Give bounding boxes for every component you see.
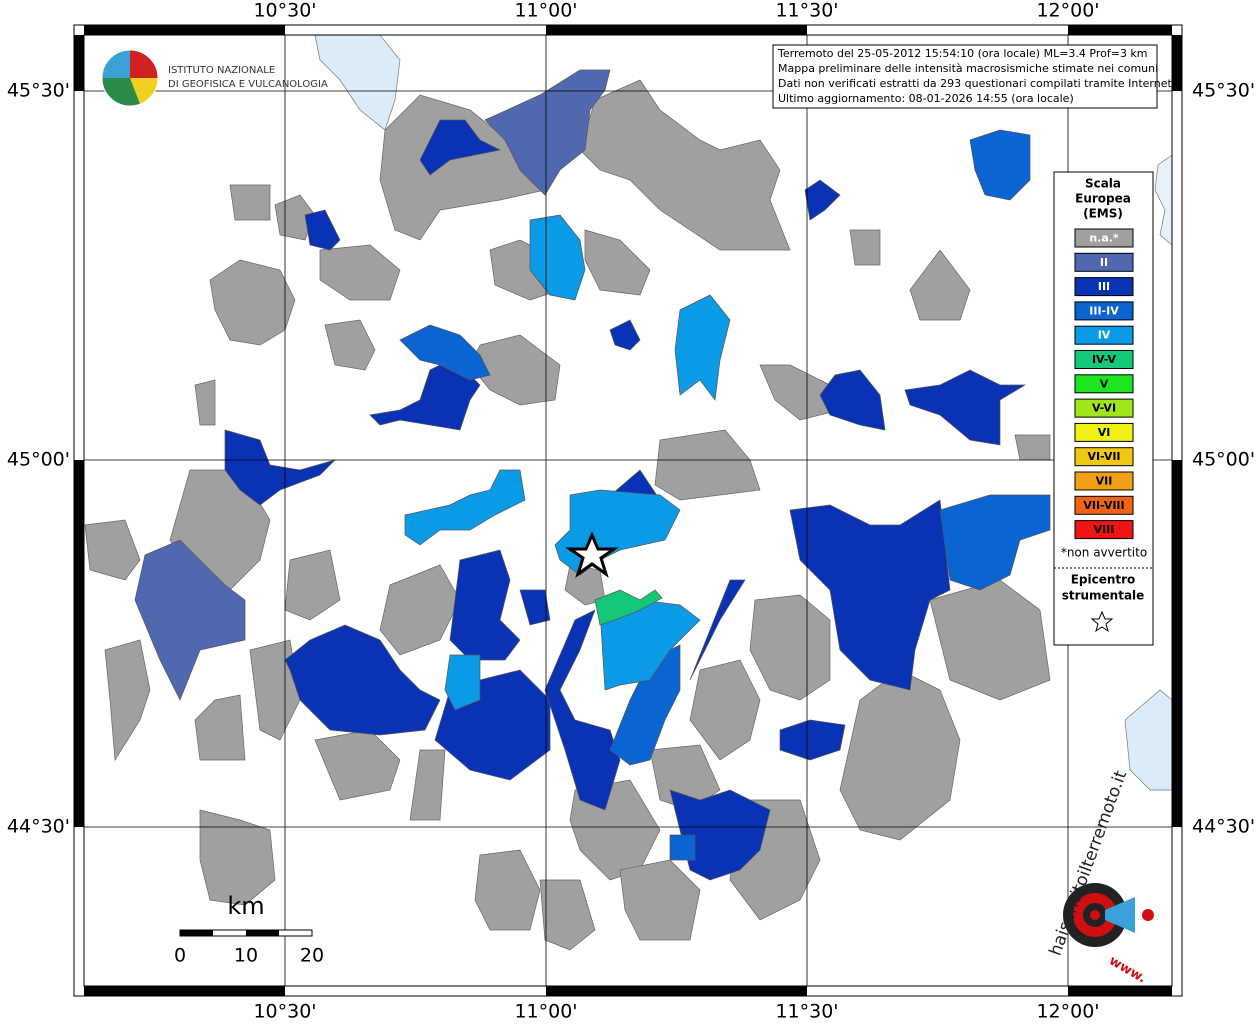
municipalities-na [84, 79, 1051, 951]
legend-label: IV [1098, 329, 1111, 342]
info-line: Ultimo aggiornamento: 08-01-2026 14:55 (… [778, 92, 1074, 105]
info-line: Dati non verificati estratti da 293 ques… [778, 77, 1175, 90]
legend-label: V [1100, 377, 1109, 390]
legend-note: *non avvertito [1061, 546, 1147, 560]
lat-label: 45°00' [1192, 449, 1255, 471]
municipalities-iv [404, 214, 731, 711]
legend-label: II [1100, 256, 1108, 269]
lon-label: 11°30' [775, 0, 838, 22]
municipalities-iii-iv [399, 129, 1051, 861]
legend-swatch [1074, 277, 1134, 297]
legend-epicenter: strumentale [1062, 589, 1145, 603]
institute-name: DI GEOFISICA E VULCANOLOGIA [168, 79, 328, 90]
scale-label: 20 [300, 945, 324, 967]
legend-label: IV-V [1092, 353, 1117, 366]
info-line: Mappa preliminare delle intensità macros… [778, 62, 1158, 75]
lon-label: 12°00' [1036, 1001, 1099, 1023]
legend-swatch [1074, 301, 1134, 321]
axis-labels: 10°30' 11°00' 11°30' 12°00' 10°30' 11°00… [7, 0, 1255, 1023]
legend-title: Europea [1075, 192, 1131, 206]
legend-swatch [1074, 325, 1134, 345]
legend-swatch [1074, 471, 1134, 491]
legend-swatch [1074, 374, 1134, 394]
lat-label: 45°30' [7, 80, 70, 102]
scale-unit: km [227, 892, 264, 920]
epicenter-star [565, 531, 619, 578]
lat-label: 44°30' [7, 816, 70, 838]
institute-name: ISTITUTO NAZIONALE [168, 65, 275, 76]
legend-title: Scala [1085, 177, 1121, 191]
legend-label: n.a.* [1089, 232, 1119, 245]
legend-epicenter: Epicentro [1071, 573, 1136, 587]
municipalities-ii [134, 69, 611, 701]
legend-label: VI-VII [1087, 450, 1120, 463]
legend-label: VII-VIII [1083, 499, 1124, 512]
lon-label: 11°30' [775, 1001, 838, 1023]
legend-swatch [1074, 447, 1134, 467]
lat-label: 45°00' [7, 449, 70, 471]
scale-label: 0 [174, 945, 186, 967]
legend-label: V-VI [1092, 402, 1116, 415]
info-box: Terremoto del 25-05-2012 15:54:10 (ora l… [772, 44, 1175, 109]
legend-swatch [1074, 252, 1134, 272]
legend: Scala Europea (EMS) *non avvertito Epice… [1053, 171, 1154, 646]
scale-label: 10 [234, 945, 258, 967]
legend-star [1090, 610, 1114, 633]
map-frame [73, 24, 1183, 997]
info-line: Terremoto del 25-05-2012 15:54:10 (ora l… [777, 47, 1148, 60]
ingv-logo: ISTITUTO NAZIONALE DI GEOFISICA E VULCAN… [101, 49, 328, 107]
legend-label: III-IV [1089, 304, 1119, 317]
lon-label: 10°30' [253, 1001, 316, 1023]
lon-label: 11°00' [514, 0, 577, 22]
lon-label: 12°00' [1036, 0, 1099, 22]
lat-label: 44°30' [1192, 816, 1255, 838]
legend-label: VIII [1094, 523, 1115, 536]
lat-label: 45°30' [1192, 80, 1255, 102]
scale-bar: km 0 10 20 [174, 892, 324, 967]
legend-swatch [1074, 422, 1134, 442]
legend-swatch [1074, 350, 1134, 369]
lakes [314, 34, 1173, 791]
legend-label: VII [1096, 475, 1113, 488]
legend-swatch [1074, 520, 1134, 540]
legend-label: VI [1098, 426, 1111, 439]
lon-label: 11°00' [514, 1001, 577, 1023]
legend-label: III [1098, 280, 1110, 293]
legend-swatch [1074, 228, 1134, 248]
legend-title: (EMS) [1083, 207, 1123, 221]
legend-swatch [1074, 398, 1134, 418]
lon-label: 10°30' [253, 0, 316, 22]
legend-swatch [1074, 495, 1134, 515]
municipalities-iv-v [594, 589, 663, 626]
